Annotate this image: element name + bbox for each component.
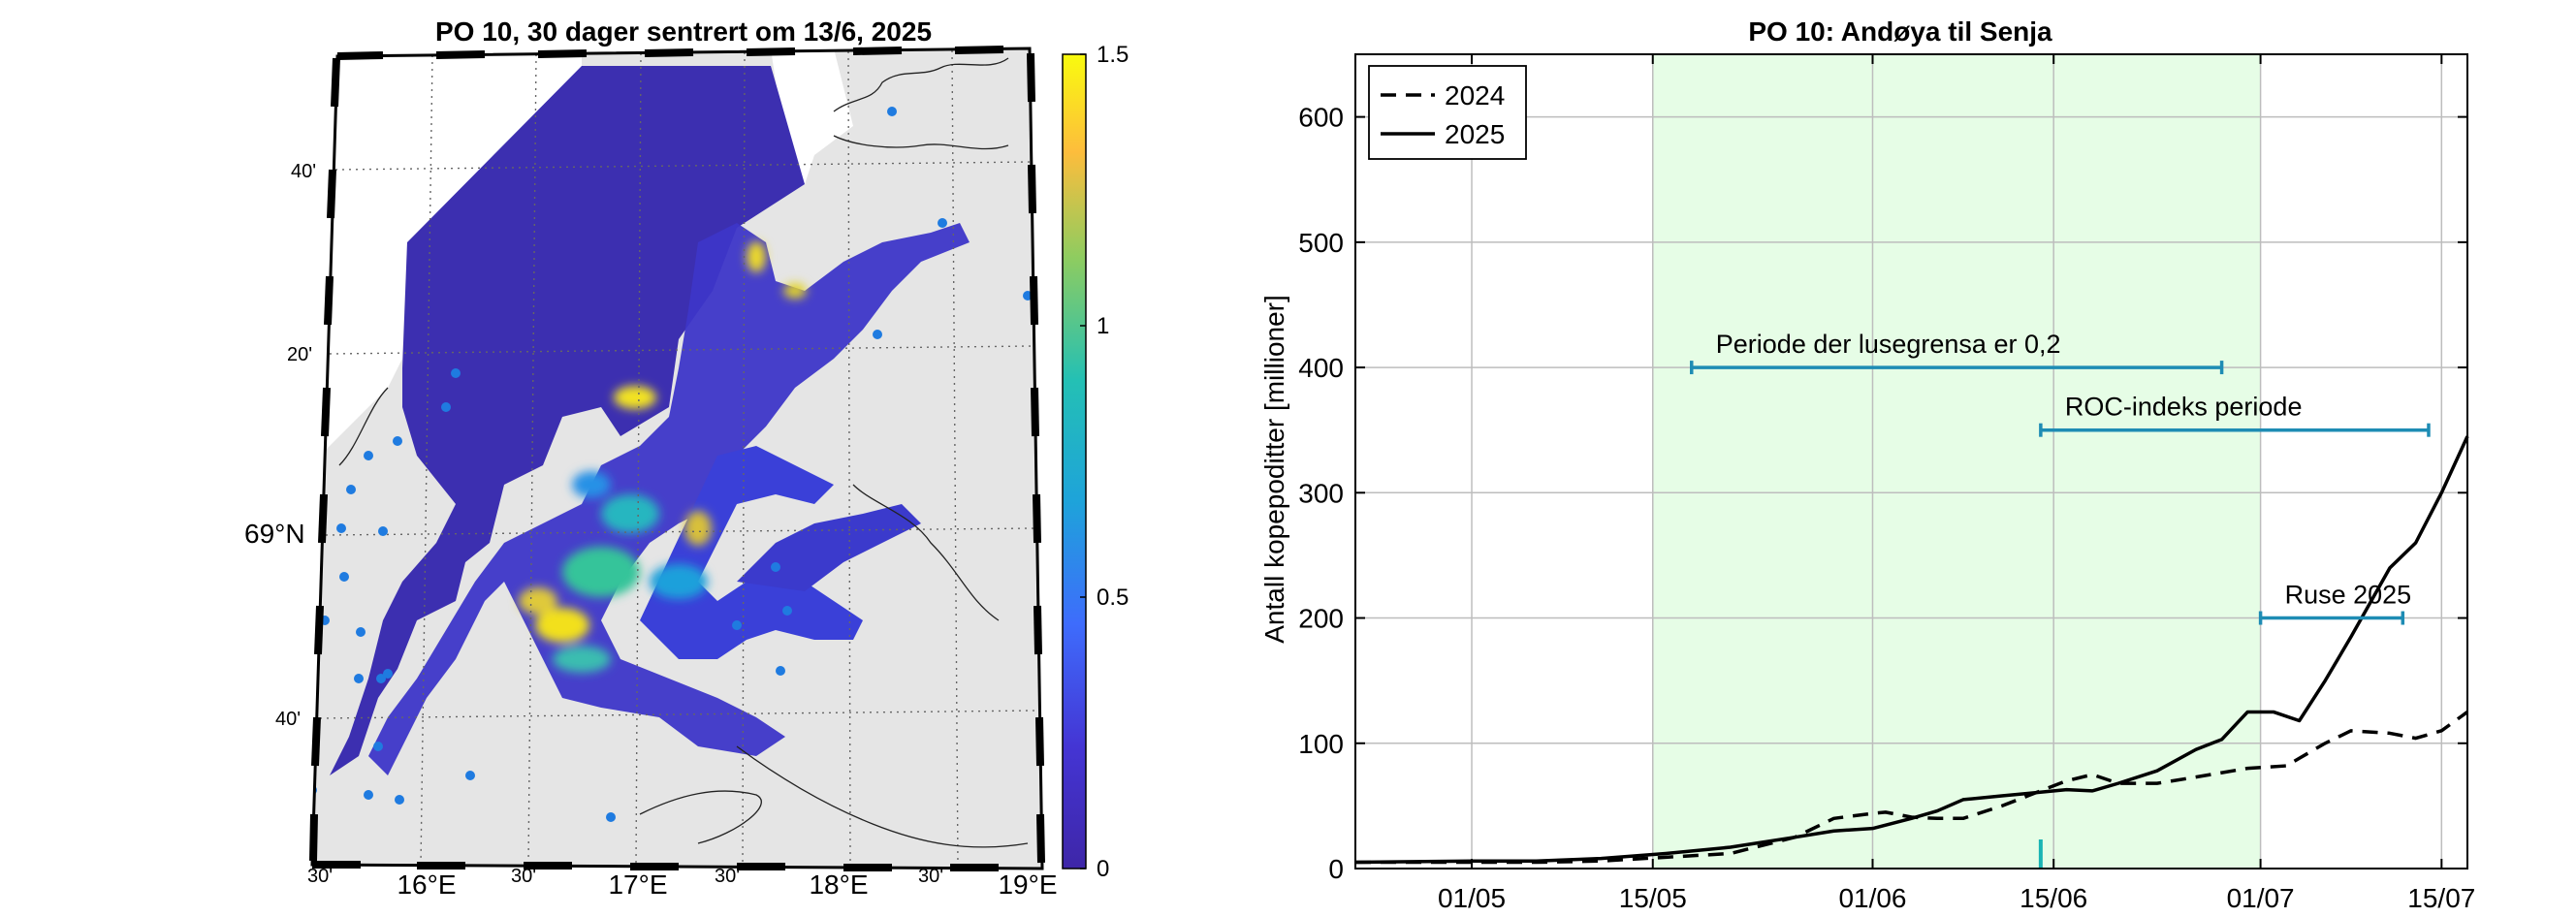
hotspot-green [601,494,659,533]
hotspot-green [553,646,611,673]
x-tick-label: 01/05 [1438,883,1506,913]
colorbar-tick-label: 1 [1097,313,1109,339]
x-tick-label: 15/07 [2407,883,2475,913]
hotspot-cyan [650,564,708,599]
annotation-label: Periode der lusegrensa er 0,2 [1716,330,2061,359]
map-lon-label: 30' [511,866,536,887]
map-lat-label: 40' [291,161,316,182]
fjord-channels [368,223,970,775]
shaded-period [1652,54,2261,869]
map-lon-label: 30' [918,866,943,887]
colorbar-ticks [1080,53,1086,870]
map-title: PO 10, 30 dager sentrert om 13/6, 2025 [435,16,932,47]
map-lon-label: 19°E [998,870,1057,900]
y-tick-label: 200 [1298,604,1344,634]
map-area [309,46,1045,871]
series-line-2024 [1355,711,2469,865]
series-line-2025 [1354,435,2469,865]
fjord-east [737,504,921,591]
chart-title: PO 10: Andøya til Senja [1748,16,2052,47]
fjord-branches [640,446,863,659]
hotspot-yellow [783,283,807,299]
hotspot-yellow [614,386,656,409]
x-tick-label: 15/05 [1619,883,1687,913]
y-tick-label: 300 [1298,478,1344,508]
map-frame [310,47,1044,870]
colorbar-tick-label: 1.5 [1097,42,1129,68]
colorbar-tick-label: 0.5 [1097,585,1129,611]
map-lat-label: 40' [275,709,301,730]
map-frame-ticks [309,46,1045,871]
hotspot-cyan [572,471,611,498]
y-axis-label: Antall kopepoditter [millioner] [1259,295,1289,644]
y-tick-label: 0 [1328,854,1344,884]
hotspot-yellow [519,587,557,615]
colorbar-tick-label: 0 [1097,856,1109,882]
hotspot-yellow [684,511,712,546]
x-tick-label: 15/06 [2019,883,2087,913]
map-lon-label: 17°E [608,870,667,900]
coastline [338,57,1029,848]
annotation-label: ROC-indeks periode [2065,393,2303,422]
y-tick-label: 400 [1298,353,1344,383]
map-lon-label: 30' [715,866,740,887]
map-lon-label: 16°E [397,870,456,900]
x-tick-label: 01/07 [2227,883,2295,913]
legend-label: 2024 [1445,80,1505,111]
y-tick-label: 600 [1298,103,1344,133]
colorbar [1062,53,1087,870]
map-lon-label: 30' [307,866,333,887]
hotspot-yellow [747,241,766,272]
legend-label: 2025 [1445,119,1505,149]
plot-frame [1354,53,2468,870]
hotspot-yellow [535,608,589,643]
annotation-label: Ruse 2025 [2285,581,2412,610]
map-lon-label: 18°E [809,870,868,900]
map-lat-label: 20' [287,344,312,365]
x-tick-label: 01/06 [1838,883,1906,913]
y-tick-label: 500 [1298,228,1344,258]
map-graticule [312,49,1038,869]
legend-box [1368,65,1527,160]
line-chart-plot: Periode der lusegrensa er 0,2 ROC-indeks … [1298,53,2475,913]
model-sea-field [330,66,805,775]
hotspot-green [562,547,640,597]
map-lat-label: 69°N [244,519,305,549]
y-tick-label: 100 [1298,729,1344,759]
